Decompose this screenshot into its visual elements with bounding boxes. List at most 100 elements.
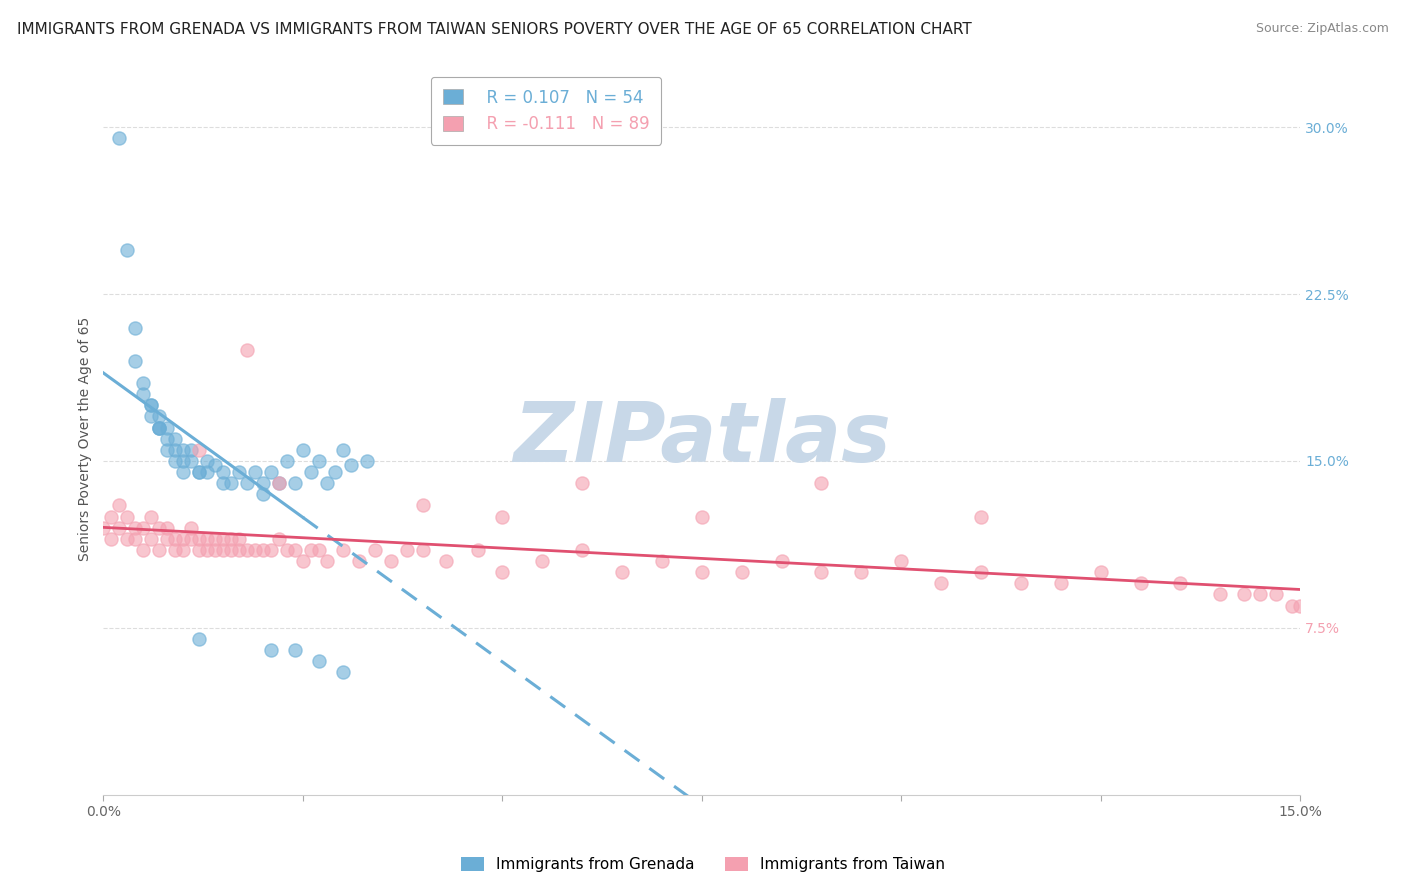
Point xyxy=(308,654,330,668)
Point xyxy=(332,665,354,680)
Point xyxy=(260,465,283,479)
Point xyxy=(1265,587,1288,601)
Point xyxy=(380,554,402,568)
Point xyxy=(651,554,673,568)
Point xyxy=(148,420,170,434)
Y-axis label: Seniors Poverty Over the Age of 65: Seniors Poverty Over the Age of 65 xyxy=(79,317,93,561)
Point xyxy=(339,458,361,473)
Point xyxy=(363,543,385,558)
Point xyxy=(204,458,226,473)
Point xyxy=(531,554,554,568)
Point xyxy=(212,532,235,546)
Point xyxy=(156,442,179,457)
Point xyxy=(770,554,793,568)
Point xyxy=(172,465,194,479)
Point xyxy=(243,465,266,479)
Point xyxy=(690,565,713,579)
Point xyxy=(195,454,218,468)
Point xyxy=(117,509,139,524)
Point xyxy=(93,521,115,535)
Point xyxy=(124,532,146,546)
Point xyxy=(1049,576,1071,591)
Point xyxy=(267,532,290,546)
Point xyxy=(690,509,713,524)
Point xyxy=(172,532,194,546)
Point xyxy=(117,532,139,546)
Point xyxy=(188,632,211,646)
Point xyxy=(1296,587,1319,601)
Point xyxy=(228,532,250,546)
Text: ZIPatlas: ZIPatlas xyxy=(513,398,890,479)
Point xyxy=(212,543,235,558)
Point xyxy=(148,521,170,535)
Point xyxy=(252,487,274,501)
Point xyxy=(100,532,122,546)
Point xyxy=(148,543,170,558)
Point xyxy=(1010,576,1032,591)
Legend:   R = 0.107   N = 54,   R = -0.111   N = 89: R = 0.107 N = 54, R = -0.111 N = 89 xyxy=(432,77,661,145)
Point xyxy=(356,454,378,468)
Point xyxy=(308,454,330,468)
Point xyxy=(141,409,163,424)
Point xyxy=(332,543,354,558)
Point xyxy=(204,543,226,558)
Point xyxy=(1129,576,1152,591)
Point xyxy=(117,243,139,257)
Point xyxy=(315,476,337,491)
Point xyxy=(180,521,202,535)
Point xyxy=(180,442,202,457)
Point xyxy=(156,532,179,546)
Point xyxy=(188,532,211,546)
Point xyxy=(165,532,187,546)
Point xyxy=(195,532,218,546)
Point xyxy=(165,543,187,558)
Point xyxy=(610,565,633,579)
Point xyxy=(132,521,155,535)
Point xyxy=(929,576,952,591)
Point xyxy=(148,409,170,424)
Point xyxy=(1281,599,1303,613)
Point xyxy=(188,543,211,558)
Point xyxy=(108,521,131,535)
Point xyxy=(165,442,187,457)
Point xyxy=(141,398,163,412)
Point xyxy=(276,454,298,468)
Point xyxy=(1233,587,1256,601)
Point xyxy=(180,532,202,546)
Point xyxy=(219,532,242,546)
Point xyxy=(228,465,250,479)
Point xyxy=(228,543,250,558)
Point xyxy=(156,432,179,446)
Point xyxy=(252,476,274,491)
Point xyxy=(571,476,593,491)
Point xyxy=(172,454,194,468)
Point xyxy=(219,476,242,491)
Point xyxy=(315,554,337,568)
Point xyxy=(252,543,274,558)
Text: IMMIGRANTS FROM GRENADA VS IMMIGRANTS FROM TAIWAN SENIORS POVERTY OVER THE AGE O: IMMIGRANTS FROM GRENADA VS IMMIGRANTS FR… xyxy=(17,22,972,37)
Point xyxy=(165,454,187,468)
Point xyxy=(436,554,458,568)
Point xyxy=(970,565,993,579)
Point xyxy=(411,543,433,558)
Point xyxy=(491,565,513,579)
Point xyxy=(188,442,211,457)
Point xyxy=(132,543,155,558)
Point xyxy=(236,543,259,558)
Point xyxy=(1090,565,1112,579)
Point xyxy=(172,442,194,457)
Point xyxy=(156,521,179,535)
Point xyxy=(172,543,194,558)
Point xyxy=(260,643,283,657)
Point xyxy=(124,320,146,334)
Point xyxy=(132,376,155,391)
Point xyxy=(323,465,346,479)
Point xyxy=(267,476,290,491)
Point xyxy=(188,465,211,479)
Point xyxy=(195,543,218,558)
Point xyxy=(1170,576,1192,591)
Point xyxy=(970,509,993,524)
Point xyxy=(347,554,370,568)
Point xyxy=(284,476,307,491)
Point xyxy=(291,442,314,457)
